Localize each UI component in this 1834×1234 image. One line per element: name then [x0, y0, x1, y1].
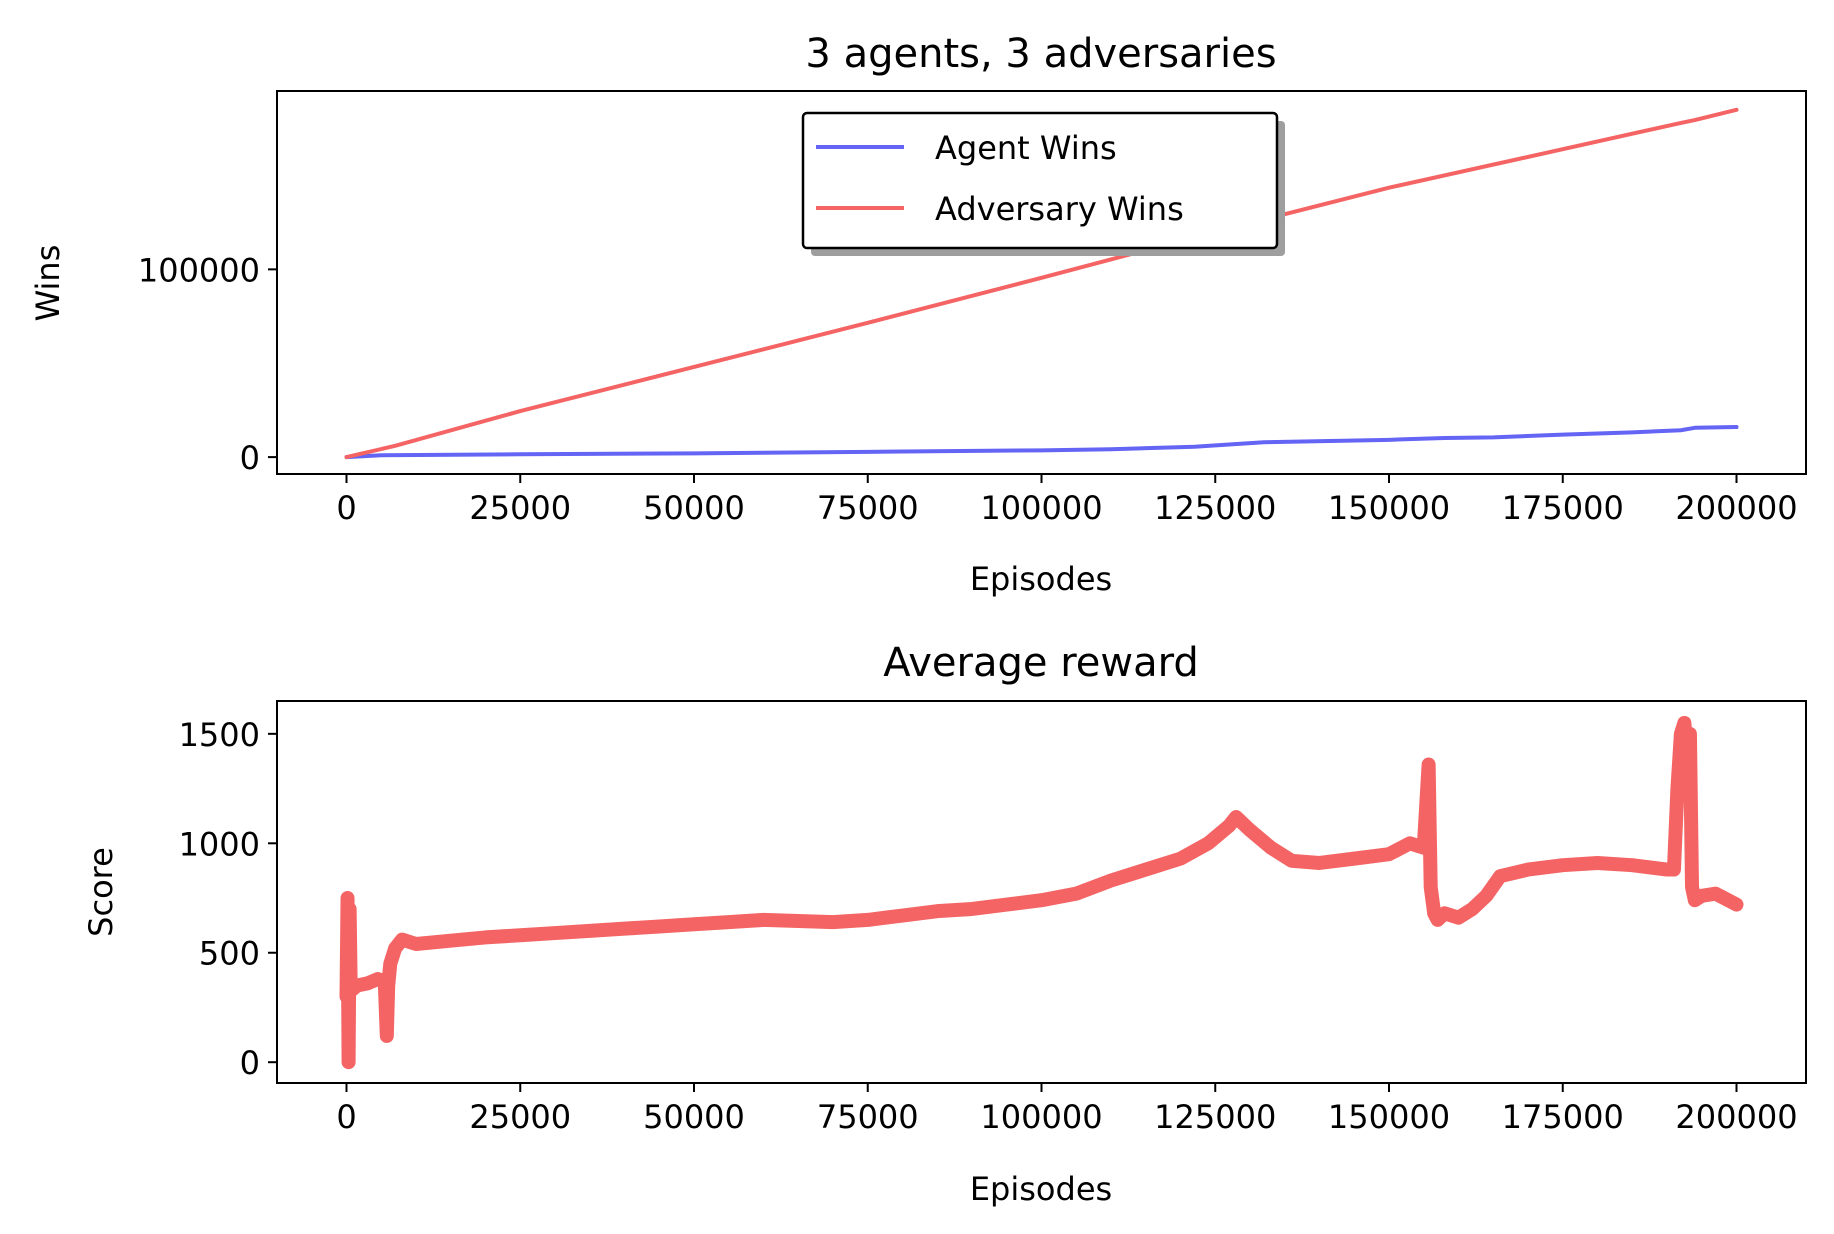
legend-label-agent-wins: Agent Wins — [935, 129, 1117, 167]
reward-x-tick-label: 150000 — [1328, 1098, 1450, 1136]
wins-axes-frame — [276, 90, 1807, 475]
wins-x-tick-label: 50000 — [643, 489, 745, 527]
legend-label-adversary-wins: Adversary Wins — [935, 190, 1184, 228]
wins-y-axis-label: Wins — [29, 245, 67, 322]
series-line-score-core — [344, 720, 1738, 1065]
reward-y-tick-label: 0 — [240, 1044, 260, 1082]
wins-x-tick-label: 0 — [336, 489, 356, 527]
reward-x-tick-label: 50000 — [643, 1098, 745, 1136]
wins-y-tick-label: 0 — [240, 439, 260, 477]
reward-x-tick-label: 125000 — [1154, 1098, 1276, 1136]
reward-ticks: 0 25000 50000 75000 100000 125000 150000 175000… — [179, 716, 1798, 1136]
wins-x-tick-label: 100000 — [980, 489, 1102, 527]
reward-x-tick-label: 175000 — [1502, 1098, 1624, 1136]
wins-y-tick-label: 100000 — [138, 251, 260, 289]
reward-x-axis-label: Episodes — [970, 1170, 1112, 1208]
reward-x-tick-label: 75000 — [817, 1098, 919, 1136]
series-line-agent-wins — [344, 425, 1739, 460]
reward-axes-frame — [276, 700, 1807, 1084]
wins-x-tick-label: 75000 — [817, 489, 919, 527]
wins-legend: Agent Wins Adversary Wins — [801, 111, 1285, 256]
reward-y-tick-label: 1000 — [179, 825, 260, 863]
wins-x-tick-label: 200000 — [1675, 489, 1797, 527]
wins-chart: 0 25000 50000 75000 100000 125000 150000 175000… — [29, 31, 1807, 598]
reward-chart-title: Average reward — [883, 640, 1199, 686]
wins-x-tick-label: 175000 — [1502, 489, 1624, 527]
wins-x-axis-label: Episodes — [970, 560, 1112, 598]
reward-y-tick-label: 500 — [199, 935, 260, 973]
wins-ticks: 0 25000 50000 75000 100000 125000 150000 175000… — [138, 251, 1798, 527]
reward-x-tick-label: 200000 — [1675, 1098, 1797, 1136]
wins-x-tick-label: 125000 — [1154, 489, 1276, 527]
wins-chart-title: 3 agents, 3 adversaries — [805, 31, 1276, 77]
reward-x-tick-label: 0 — [336, 1098, 356, 1136]
wins-x-tick-label: 25000 — [469, 489, 571, 527]
reward-x-tick-label: 100000 — [980, 1098, 1102, 1136]
reward-y-tick-label: 1500 — [179, 716, 260, 754]
reward-y-axis-label: Score — [82, 847, 120, 937]
legend-box — [801, 111, 1279, 250]
wins-x-tick-label: 150000 — [1328, 489, 1450, 527]
reward-chart: 0 25000 50000 75000 100000 125000 150000 175000… — [82, 640, 1807, 1208]
reward-x-tick-label: 25000 — [469, 1098, 571, 1136]
reward-series — [339, 715, 1744, 1070]
